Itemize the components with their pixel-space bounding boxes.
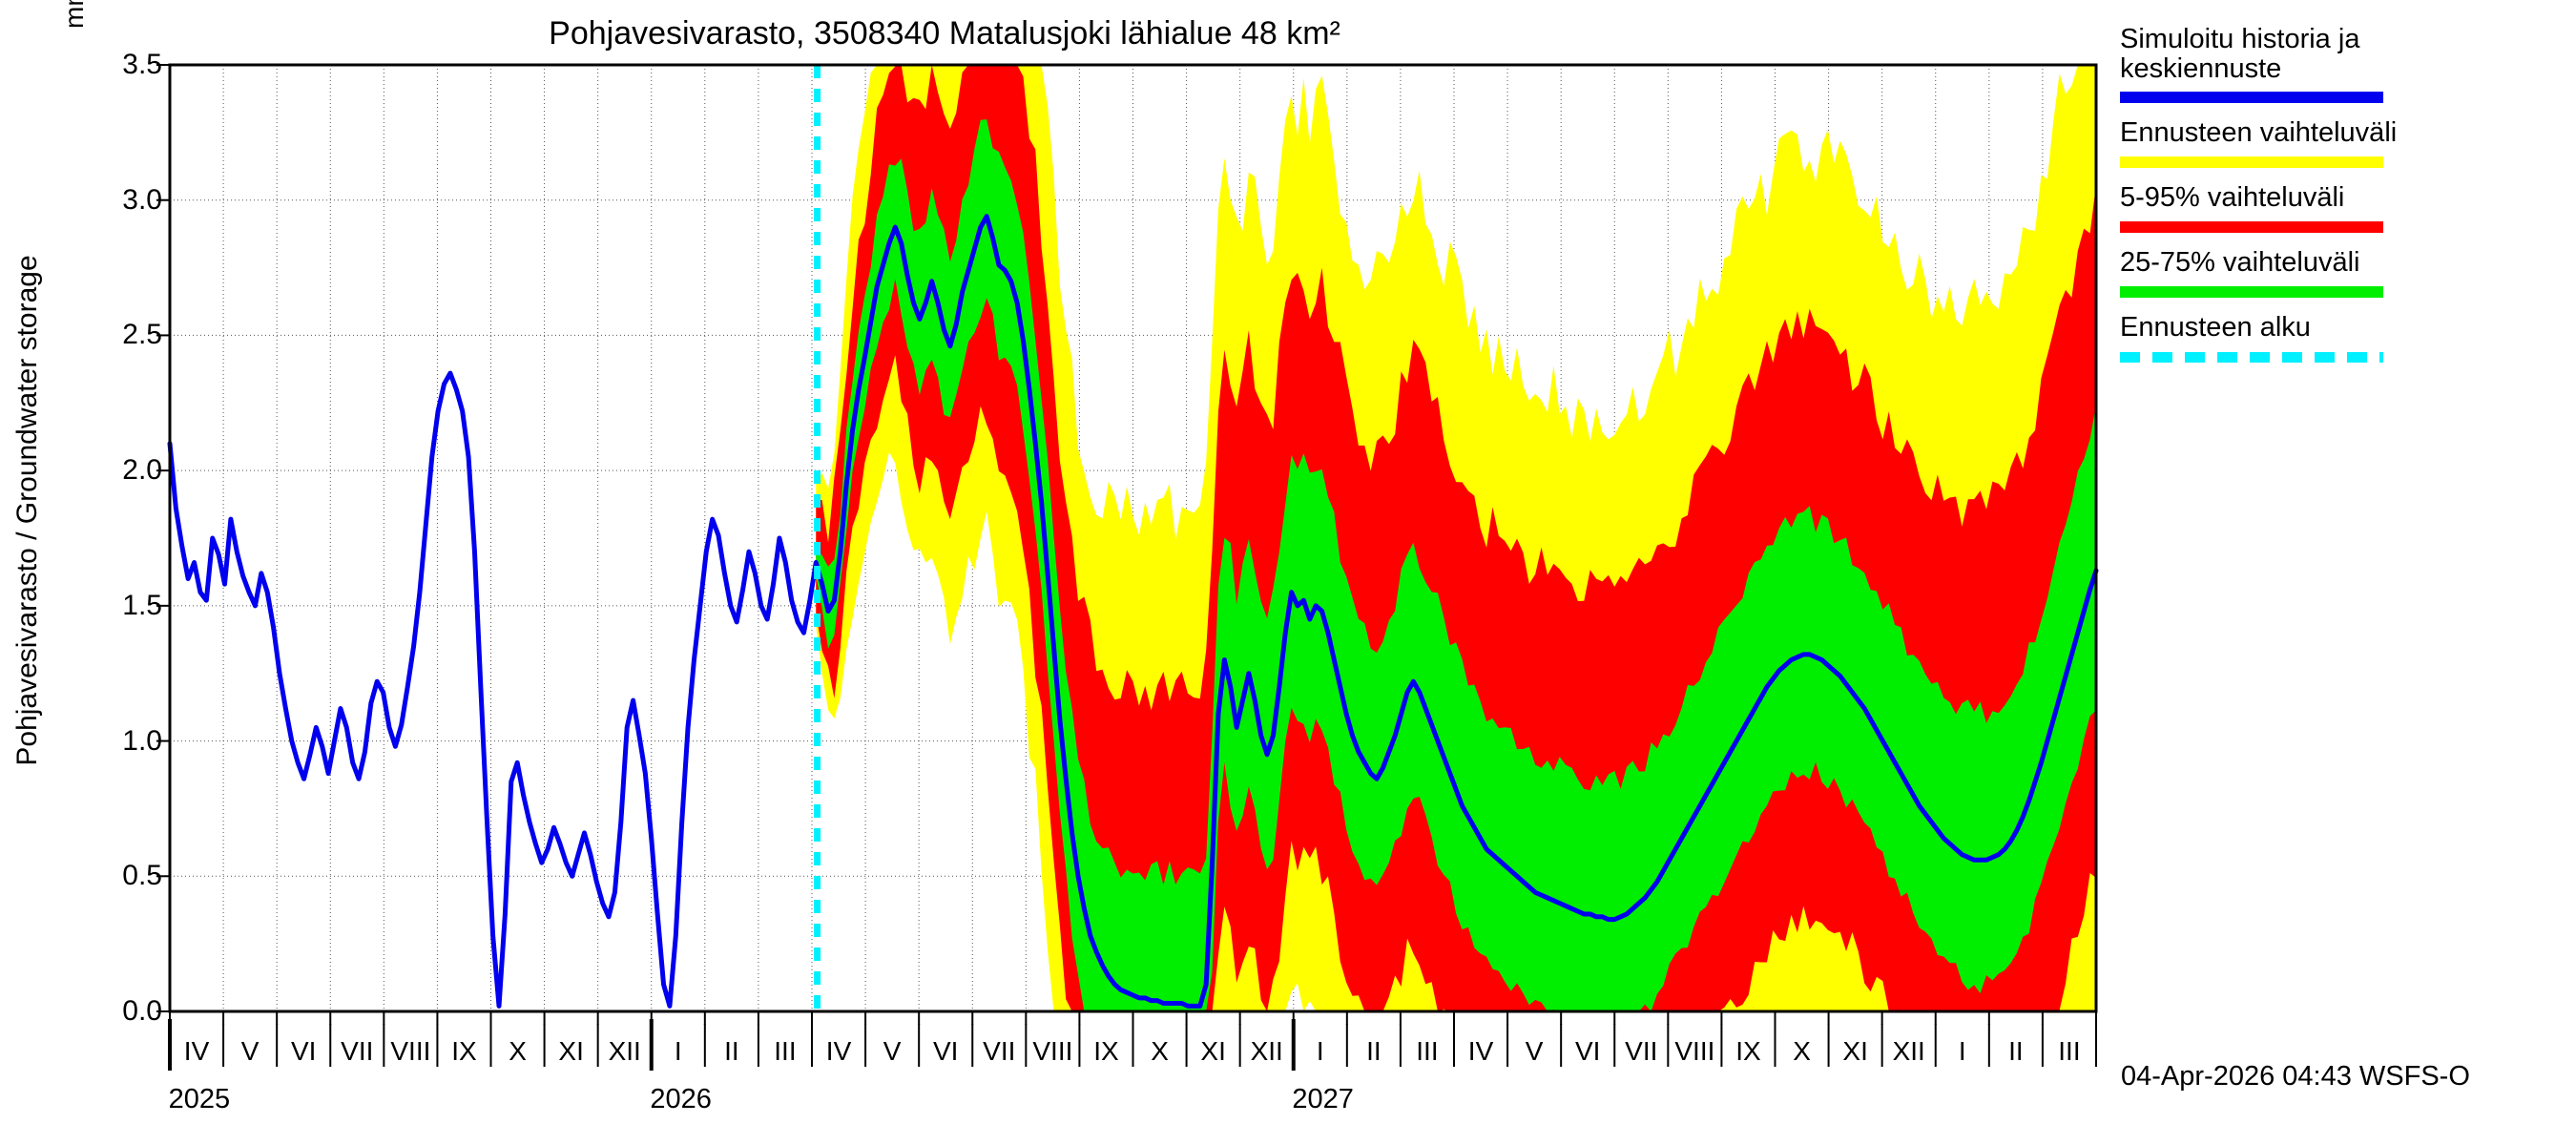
x-axis-tick-label: III (2058, 1036, 2081, 1066)
y-axis-tick-label: 2.5 (122, 319, 162, 351)
x-axis-tick-label: IV (825, 1036, 852, 1066)
x-axis-tick-label: IX (451, 1036, 477, 1066)
legend-item-label: 5-95% vaihteluväli (2120, 182, 2345, 214)
x-axis-tick-label: II (2008, 1036, 2024, 1066)
x-axis-tick-label: I (674, 1036, 682, 1066)
legend-swatch-color (2120, 220, 2383, 233)
legend-item-label: 25-75% vaihteluväli (2120, 246, 2360, 278)
legend-swatch-color (2120, 156, 2383, 169)
x-axis-tick-label: VII (983, 1036, 1016, 1066)
x-axis-tick-label: IX (1735, 1036, 1761, 1066)
timestamp-footer: 04-Apr-2026 04:43 WSFS-O (2121, 1061, 2470, 1092)
legend-item-label: Ennusteen vaihteluväli (2120, 117, 2398, 149)
y-axis-tick-label: 0.0 (122, 995, 162, 1027)
x-axis-tick-label: XI (558, 1036, 584, 1066)
x-axis-tick-label: IX (1093, 1036, 1119, 1066)
legend: Simuloitu historia ja keskiennuste Ennust… (2120, 25, 2568, 378)
legend-swatch-color (2120, 92, 2383, 104)
y-axis-tick-label: 1.5 (122, 589, 162, 621)
legend-item-label: Simuloitu historia ja keskiennuste (2120, 24, 2360, 84)
legend-swatch-color (2120, 285, 2383, 298)
y-axis-label: Pohjavesivarasto / Groundwater storage (11, 255, 43, 766)
x-axis-tick-label: V (240, 1036, 260, 1066)
x-axis-tick-label: III (1416, 1036, 1439, 1066)
forecast-band-25-75 (816, 119, 2096, 1011)
y-axis-tick-label: 1.0 (122, 724, 162, 757)
x-axis-year-label: 2025 (168, 1084, 231, 1114)
x-axis-year-label: 2027 (1292, 1084, 1354, 1114)
x-axis-tick-label: II (724, 1036, 739, 1066)
x-axis-tick-label: VIII (1032, 1036, 1073, 1066)
x-axis-tick-label: XI (1200, 1036, 1226, 1066)
x-axis-tick-label: X (1793, 1036, 1811, 1066)
x-axis-tick-label: VII (341, 1036, 374, 1066)
legend-item: Simuloitu historia ja keskiennuste (2120, 24, 2568, 104)
x-axis-tick-label: XII (608, 1036, 641, 1066)
x-axis-tick-label: VI (1574, 1036, 1601, 1066)
x-axis-tick-label: I (1316, 1036, 1324, 1066)
page-title: Pohjavesivarasto, 3508340 Matalusjoki lä… (549, 15, 1340, 52)
y-axis-ticks: 0.0 0.5 1.0 1.5 2.0 2.5 3.0 3.5 (57, 0, 162, 1145)
x-axis-tick-label: X (1151, 1036, 1169, 1066)
x-axis-tick-label: XI (1842, 1036, 1868, 1066)
x-axis-tick-label: II (1366, 1036, 1381, 1066)
x-axis-tick-label: VI (932, 1036, 959, 1066)
legend-item: 25-75% vaihteluväli (2120, 248, 2568, 298)
x-axis-tick-label: VI (290, 1036, 317, 1066)
x-axis-tick-label: I (1958, 1036, 1966, 1066)
legend-item: Ennusteen alku (2120, 311, 2568, 364)
x-axis-tick-label: VII (1625, 1036, 1658, 1066)
x-axis-year-label: 2026 (650, 1084, 712, 1114)
series-line-mean (167, 214, 2099, 1009)
y-axis-tick-label: 0.5 (122, 860, 162, 892)
x-axis-tick-label: V (1525, 1036, 1544, 1066)
x-axis-tick-label: XII (1250, 1036, 1283, 1066)
x-axis-tick-label: XII (1892, 1036, 1925, 1066)
x-axis-tick-label: VIII (1674, 1036, 1715, 1066)
legend-item: Ennusteen vaihteluväli (2120, 117, 2568, 169)
legend-swatch-forecast-start (2120, 352, 2383, 364)
legend-item-label: Ennusteen alku (2120, 311, 2311, 343)
x-axis-tick-label: IV (1467, 1036, 1494, 1066)
legend-item: 5-95% vaihteluväli (2120, 183, 2568, 233)
axis-tick-marks (156, 64, 2097, 1071)
x-axis-tick-label: VIII (390, 1036, 431, 1066)
x-axis-tick-label: V (883, 1036, 902, 1066)
y-axis-tick-label: 2.0 (122, 454, 162, 487)
x-axis-tick-label: IV (183, 1036, 210, 1066)
x-axis-tick-label: X (509, 1036, 527, 1066)
y-axis-tick-label: 3.0 (122, 183, 162, 216)
y-axis-tick-label: 3.5 (122, 49, 162, 80)
x-axis-tick-label: III (774, 1036, 797, 1066)
